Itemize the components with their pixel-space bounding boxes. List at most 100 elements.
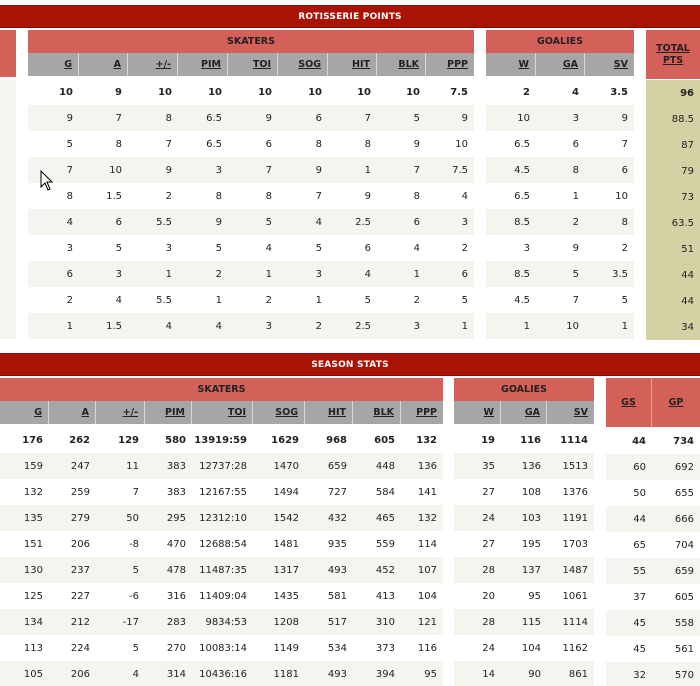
season-goalie-cell: 24 — [454, 635, 501, 661]
roto-skater-cell: 5 — [178, 235, 228, 261]
roto-total-cell: 88.5 — [646, 106, 700, 132]
season-goalie-col-w[interactable]: W — [454, 401, 501, 424]
season-games-row: 65 704 — [606, 532, 700, 558]
season-skater-cell: 432 — [305, 505, 353, 531]
season-skater-col-g[interactable]: G — [0, 401, 49, 424]
season-goalie-cell: 115 — [501, 609, 547, 635]
roto-skater-row: 5 8 7 6.5 6 8 8 9 10 — [28, 131, 474, 157]
roto-total-row: 87 — [646, 132, 700, 158]
roto-goalie-col-ga[interactable]: GA — [536, 53, 585, 76]
season-skater-col-toi[interactable]: TOI — [192, 401, 253, 424]
season-goalie-cell: 1191 — [547, 505, 594, 531]
roto-skaters-block: SKATERS G A +/- PIM TOI SOG HIT BLK PPP 10 9 10 10 1… — [28, 30, 474, 339]
roto-total-cell: 96 — [646, 80, 700, 106]
roto-skater-cell: 10 — [28, 79, 79, 105]
season-section-title: SEASON STATS — [0, 353, 700, 376]
roto-skater-cell: 9 — [79, 79, 128, 105]
roto-total-row: 96 — [646, 80, 700, 106]
mouse-pointer-icon — [40, 170, 54, 191]
season-gs-cell: 55 — [606, 558, 652, 584]
gs-header[interactable]: GS — [606, 378, 652, 427]
roto-skater-col-plus-minus[interactable]: +/- — [128, 53, 178, 76]
season-skater-cell: 295 — [145, 505, 192, 531]
season-skater-col-sog[interactable]: SOG — [253, 401, 305, 424]
roto-skater-cell: 9 — [128, 157, 178, 183]
season-games-row: 50 655 — [606, 480, 700, 506]
roto-skater-cell: 2 — [228, 287, 278, 313]
season-goalies-block: GOALIES W GA SV 19 116 1114 35 136 1513 27 108 137… — [454, 378, 594, 686]
season-skater-cell: 659 — [305, 453, 353, 479]
season-skater-col-a[interactable]: A — [49, 401, 96, 424]
roto-skater-cell: 7 — [228, 157, 278, 183]
roto-skater-cell: 2 — [178, 261, 228, 287]
roto-skater-cell: 9 — [377, 131, 426, 157]
season-skater-col-pim[interactable]: PIM — [145, 401, 192, 424]
season-skater-cell: 465 — [353, 505, 401, 531]
season-skater-cell: 413 — [353, 583, 401, 609]
roto-goalie-cell: 2 — [585, 235, 634, 261]
season-skater-col-hit[interactable]: HIT — [305, 401, 353, 424]
season-goalie-col-sv[interactable]: SV — [547, 401, 594, 424]
season-games-row: 60 692 — [606, 454, 700, 480]
season-skater-col-blk[interactable]: BLK — [353, 401, 401, 424]
gp-header[interactable]: GP — [652, 378, 700, 427]
season-skater-cell: 12737:28 — [192, 453, 253, 479]
roto-skater-cell: 5 — [278, 235, 328, 261]
roto-skater-cell: 4 — [377, 235, 426, 261]
season-skater-cell: 247 — [49, 453, 96, 479]
season-games-row: 37 605 — [606, 584, 700, 610]
roto-goalie-cell: 6.5 — [486, 131, 536, 157]
season-skater-cell: 448 — [353, 453, 401, 479]
season-skater-cell: 132 — [0, 479, 49, 505]
roto-skater-col-blk[interactable]: BLK — [377, 53, 426, 76]
season-skater-cell: 383 — [145, 453, 192, 479]
roto-skater-cell: 1.5 — [79, 313, 128, 339]
season-games-block: GS GP 44 734 60 692 50 655 44 666 65 704 55 659 37 60… — [606, 378, 700, 686]
season-goalie-cell: 24 — [454, 505, 501, 531]
season-skater-row: 105 206 4 314 10436:16 1181 493 394 95 — [0, 661, 443, 686]
roto-skater-cell: 8 — [128, 105, 178, 131]
season-gs-cell: 60 — [606, 454, 652, 480]
roto-skater-col-hit[interactable]: HIT — [328, 53, 377, 76]
roto-goalie-col-sv[interactable]: SV — [585, 53, 634, 76]
season-skater-cell: 212 — [49, 609, 96, 635]
roto-skater-col-pim[interactable]: PIM — [178, 53, 228, 76]
season-skater-row: 113 224 5 270 10083:14 1149 534 373 116 — [0, 635, 443, 661]
season-skater-cell: 12688:54 — [192, 531, 253, 557]
season-skater-row: 134 212 -17 283 9834:53 1208 517 310 121 — [0, 609, 443, 635]
season-skater-cell: 534 — [305, 635, 353, 661]
season-games-row: 45 558 — [606, 610, 700, 636]
season-goalie-cell: 1162 — [547, 635, 594, 661]
roto-goalie-cell: 6 — [585, 157, 634, 183]
season-goalie-cell: 27 — [454, 531, 501, 557]
roto-skaters-header: SKATERS — [28, 30, 474, 53]
roto-skater-col-toi[interactable]: TOI — [228, 53, 278, 76]
roto-goalie-rows: 2 4 3.5 10 3 9 6.5 6 7 4.5 8 6 6.5 1 10 8.5 2 8 3 9 2 8.5 5 3.5… — [486, 79, 634, 339]
season-skater-col-plus-minus[interactable]: +/- — [96, 401, 145, 424]
roto-skater-col-ppp[interactable]: PPP — [426, 53, 474, 76]
season-skater-row: 132 259 7 383 12167:55 1494 727 584 141 — [0, 479, 443, 505]
season-skater-cell: 394 — [353, 661, 401, 686]
season-skater-row: 159 247 11 383 12737:28 1470 659 448 136 — [0, 453, 443, 479]
season-goalie-cell: 195 — [501, 531, 547, 557]
roto-total-cell: 34 — [646, 314, 700, 340]
roto-skater-rows: 10 9 10 10 10 10 10 10 7.5 9 7 8 6.5 9 6 7 5 9 5 8 7 6.5 6 8 8 9 1… — [28, 79, 474, 339]
season-skater-col-ppp[interactable]: PPP — [401, 401, 443, 424]
roto-skater-col-g[interactable]: G — [28, 53, 79, 76]
roto-skater-row: 1 1.5 4 4 3 2 2.5 3 1 — [28, 313, 474, 339]
season-goalie-col-ga[interactable]: GA — [501, 401, 547, 424]
season-gp-cell: 558 — [652, 610, 700, 636]
season-goalie-cell: 1061 — [547, 583, 594, 609]
season-skater-cell: 125 — [0, 583, 49, 609]
roto-goalie-cell: 1 — [536, 183, 585, 209]
season-skater-cell: 105 — [0, 661, 49, 686]
left-stub-column — [0, 80, 16, 339]
roto-skater-cell: 7 — [128, 131, 178, 157]
roto-skater-cell: 1 — [228, 261, 278, 287]
roto-skater-col-a[interactable]: A — [79, 53, 128, 76]
roto-goalie-col-w[interactable]: W — [486, 53, 536, 76]
roto-skater-col-sog[interactable]: SOG — [278, 53, 328, 76]
total-pts-header[interactable]: TOTAL PTS — [646, 30, 700, 79]
roto-total-rows: 96 88.5 87 79 73 63.5 51 44 44 34 — [646, 80, 700, 340]
season-goalie-cell: 137 — [501, 557, 547, 583]
